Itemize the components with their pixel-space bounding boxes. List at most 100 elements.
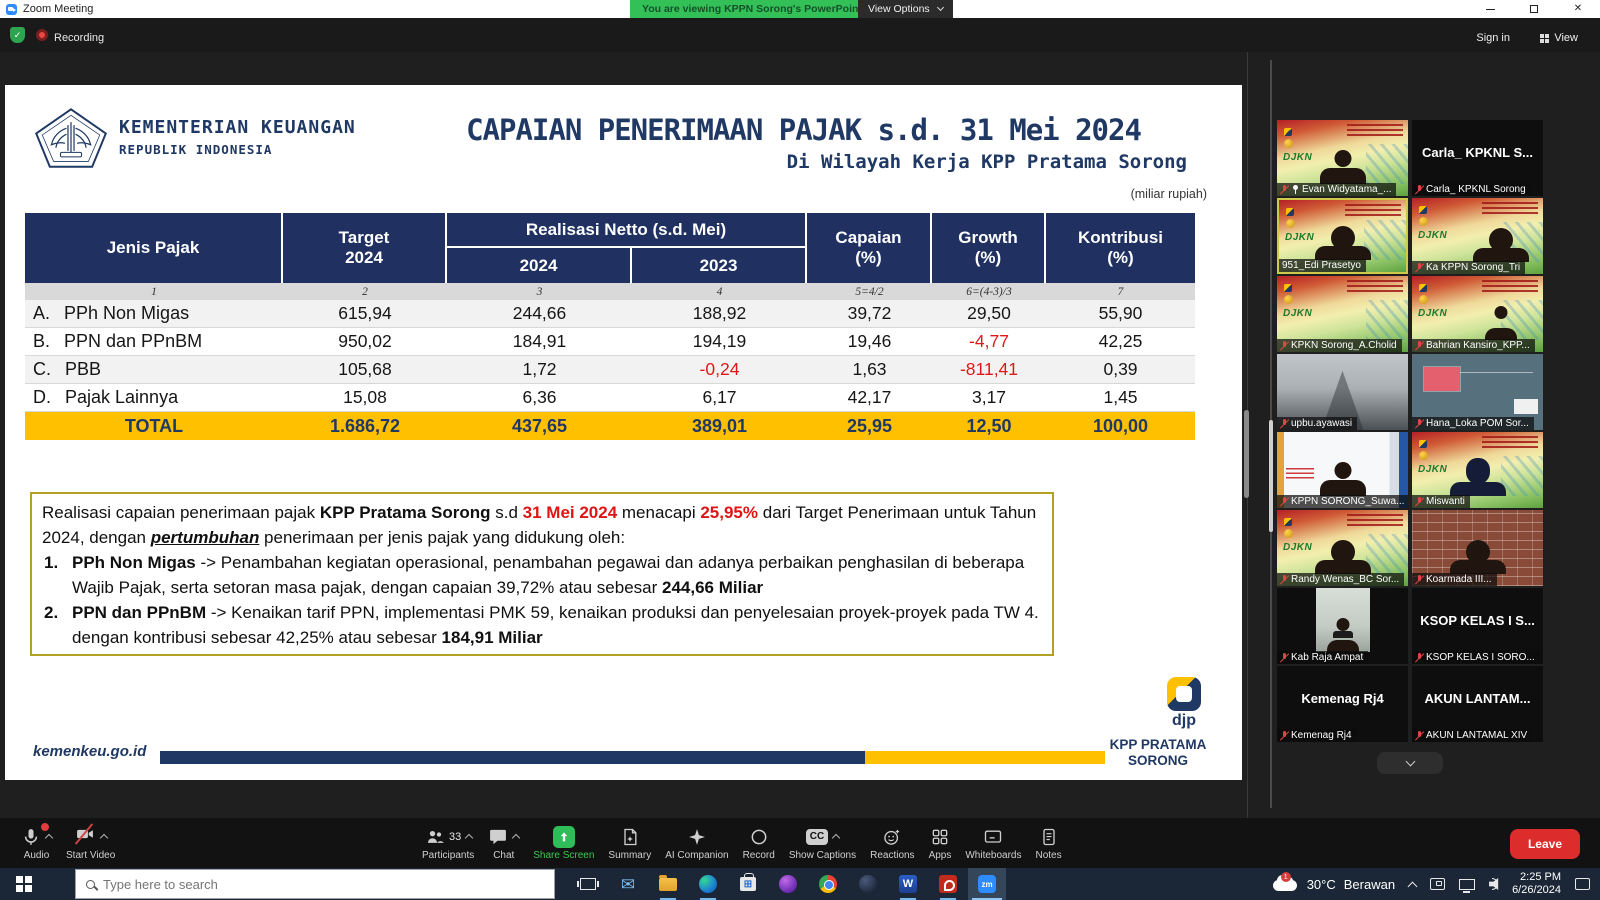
participant-tile-upbu[interactable]: upbu.ayawasi — [1277, 354, 1408, 430]
mic-muted-icon — [1415, 263, 1423, 273]
sign-in-button[interactable]: Sign in — [1476, 32, 1510, 44]
mail-icon: ✉ — [620, 874, 636, 894]
view-options-button[interactable]: View Options — [858, 0, 953, 18]
participant-tile-bahrian[interactable]: DJKN Bahrian Kansiro_KPP... — [1412, 276, 1543, 352]
participant-tile-evan[interactable]: DJKN Evan Widyatama_... — [1277, 120, 1408, 196]
minimize-button[interactable] — [1468, 0, 1512, 18]
search-input[interactable] — [103, 876, 544, 892]
viewing-powerpoint-banner: You are viewing KPPN Sorong's PowerPoint — [630, 0, 874, 18]
word-button[interactable]: W — [888, 868, 928, 900]
participant-tile-carla[interactable]: Carla_ KPKNL S... Carla_ KPKNL Sorong — [1412, 120, 1543, 196]
mic-muted-icon — [1280, 653, 1288, 663]
chrome-icon — [819, 875, 837, 893]
participant-name-label: KPPN SORONG_Suwa... — [1277, 495, 1408, 508]
taskbar-clock[interactable]: 2:25 PM 6/26/2024 — [1512, 871, 1561, 896]
acrobat-button[interactable] — [928, 868, 968, 900]
participant-name-label: Miswanti — [1412, 495, 1470, 508]
mic-muted-icon — [1415, 419, 1423, 429]
participant-tile-kemenag[interactable]: Kemenag Rj4 Kemenag Rj4 — [1277, 666, 1408, 742]
total-cell: 389,01 — [632, 412, 807, 440]
share-screen-button[interactable]: Share Screen — [526, 818, 601, 868]
file-explorer-button[interactable] — [648, 868, 688, 900]
weather-badge: 1 — [1280, 872, 1291, 882]
mic-muted-icon — [1415, 185, 1423, 195]
video-options-caret[interactable] — [99, 833, 109, 843]
participant-tile-koarmada[interactable]: Koarmada III... — [1412, 510, 1543, 586]
edge-browser-button[interactable] — [688, 868, 728, 900]
djkn-banner-decoration: DJKN — [1412, 432, 1543, 508]
participant-video-person — [1450, 540, 1506, 574]
close-button[interactable]: ✕ — [1556, 0, 1600, 18]
participant-tile-kpkn-cholid[interactable]: DJKN KPKN Sorong_A.Cholid — [1277, 276, 1408, 352]
participant-tile-raja-ampat[interactable]: Kab Raja Ampat — [1277, 588, 1408, 664]
mail-app-button[interactable]: ✉ — [608, 868, 648, 900]
participant-tile-kppn-suwa[interactable]: KPPN SORONG_Suwa... — [1277, 432, 1408, 508]
ai-companion-button[interactable]: AI Companion — [658, 818, 735, 868]
zoom-toolbar: Audio Start Video 33 — [0, 818, 1600, 868]
participant-tile-hana[interactable]: Hana_Loka POM Sor... — [1412, 354, 1543, 430]
view-layout-button[interactable]: View — [1540, 32, 1578, 44]
microsoft-store-button[interactable]: ⊞ — [728, 868, 768, 900]
audio-options-caret[interactable] — [44, 833, 54, 843]
table-cell-negative: -0,24 — [632, 356, 807, 384]
more-participants-button[interactable] — [1377, 752, 1443, 774]
browser-purple-button[interactable] — [768, 868, 808, 900]
participant-tile-edi-active-speaker[interactable]: DJKN 951_Edi Prasetyo — [1277, 198, 1408, 274]
participant-display-name: AKUN LANTAM... — [1424, 690, 1531, 706]
notes-button[interactable]: Notes — [1029, 818, 1069, 868]
dark-globe-app-button[interactable] — [848, 868, 888, 900]
org-subname: REPUBLIK INDONESIA — [119, 142, 273, 157]
tax-revenue-table: Jenis Pajak Target 2024 Realisasi Netto (… — [25, 213, 1195, 440]
participant-video-person — [1315, 226, 1371, 260]
participant-display-name: Kemenag Rj4 — [1301, 690, 1384, 706]
zoom-app-taskbar-button[interactable]: zm — [968, 868, 1006, 900]
chevron-down-icon — [936, 3, 944, 12]
chrome-button[interactable] — [808, 868, 848, 900]
show-captions-button[interactable]: CC Show Captions — [788, 828, 857, 861]
chat-button[interactable]: Chat — [481, 818, 526, 868]
captions-caret[interactable] — [831, 833, 841, 843]
djp-logo-block: djp — [1160, 677, 1208, 730]
apps-button[interactable]: Apps — [922, 818, 959, 868]
acrobat-icon — [939, 875, 957, 893]
chat-caret[interactable] — [512, 833, 521, 843]
table-cell: 615,94 — [283, 300, 447, 328]
tray-expand-caret[interactable] — [1407, 881, 1418, 891]
leave-button[interactable]: Leave — [1509, 829, 1580, 859]
participant-tile-ka-kppn[interactable]: DJKN Ka KPPN Sorong_Tri — [1412, 198, 1543, 274]
summary-button[interactable]: Summary — [601, 818, 658, 868]
table-cell: 19,46 — [807, 328, 932, 356]
speaker-icon — [1489, 878, 1499, 890]
sidebar-scrollbar[interactable] — [1269, 420, 1273, 532]
content-scrollbar[interactable] — [1244, 410, 1249, 498]
audio-button[interactable]: Audio — [14, 818, 59, 868]
total-cell: 25,95 — [807, 412, 932, 440]
display-network-icon[interactable] — [1459, 878, 1476, 893]
participant-tile-ksop[interactable]: KSOP KELAS I S... KSOP KELAS I SORO... — [1412, 588, 1543, 664]
start-button[interactable] — [0, 868, 48, 900]
participant-name-label: Koarmada III... — [1412, 573, 1497, 586]
maximize-button[interactable] — [1512, 0, 1556, 18]
reactions-button[interactable]: Reactions — [863, 818, 921, 868]
participants-button[interactable]: 33 Participants — [415, 818, 481, 868]
start-video-button[interactable]: Start Video — [59, 818, 122, 868]
snip-tray-icon[interactable] — [1430, 878, 1446, 890]
participants-caret[interactable] — [465, 833, 474, 843]
volume-button[interactable] — [1489, 878, 1499, 891]
participant-tile-lantamal[interactable]: AKUN LANTAM... AKUN LANTAMAL XIV — [1412, 666, 1543, 742]
participant-display-name: Carla_ KPKNL S... — [1421, 144, 1534, 160]
col-number: 4 — [632, 283, 807, 300]
whiteboards-button[interactable]: Whiteboards — [958, 818, 1028, 868]
mic-muted-icon — [1280, 497, 1288, 507]
weather-widget[interactable]: 1 30°C Berawan — [1272, 872, 1395, 892]
participant-tile-miswanti[interactable]: DJKN Miswanti — [1412, 432, 1543, 508]
participant-tile-randy[interactable]: DJKN Randy Wenas_BC Sor... — [1277, 510, 1408, 586]
table-row-name: D. Pajak Lainnya — [25, 384, 283, 412]
task-view-button[interactable] — [568, 868, 608, 900]
mic-muted-icon — [1415, 341, 1423, 351]
mic-muted-icon — [1280, 575, 1288, 585]
taskbar-search[interactable] — [75, 869, 555, 899]
total-cell: 437,65 — [447, 412, 632, 440]
notification-center-icon[interactable] — [1575, 878, 1590, 890]
record-button[interactable]: Record — [736, 818, 782, 868]
